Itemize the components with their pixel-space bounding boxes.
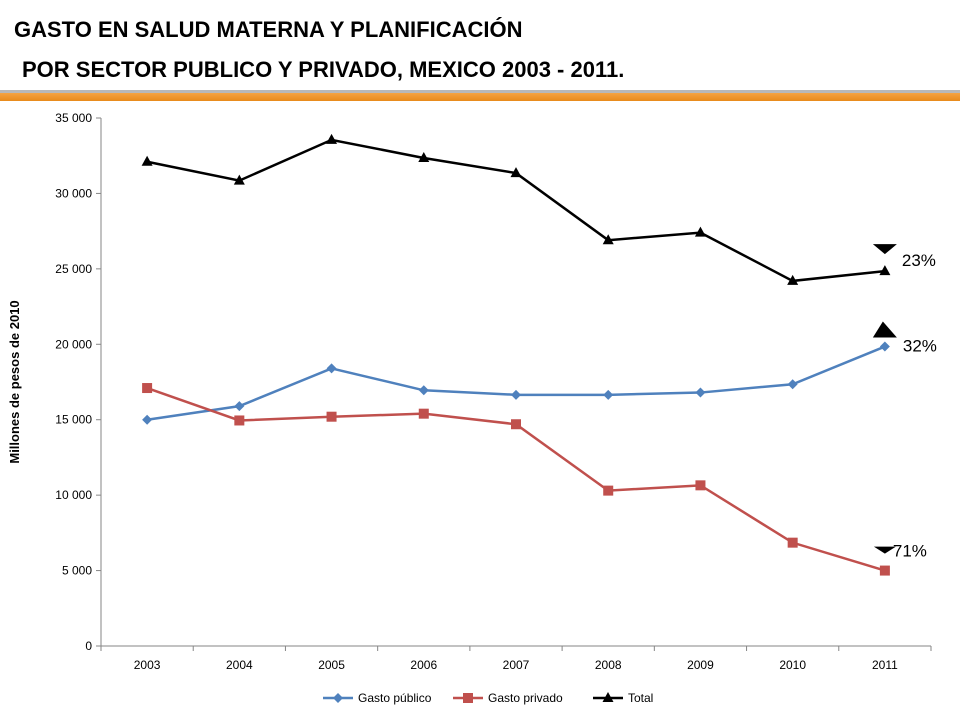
annotation-label: 71% bbox=[893, 542, 927, 561]
data-point-gasto-público bbox=[142, 414, 153, 425]
legend-marker bbox=[333, 693, 343, 703]
title-line-2: POR SECTOR PUBLICO Y PRIVADO, MEXICO 200… bbox=[22, 57, 625, 82]
title-line-1: GASTO EN SALUD MATERNA Y PLANIFICACIÓN bbox=[14, 17, 523, 42]
legend-marker bbox=[602, 692, 614, 702]
series-line-gasto-privado bbox=[146, 386, 886, 572]
data-point-gasto-privado bbox=[695, 480, 706, 491]
data-point-gasto-privado bbox=[511, 419, 521, 430]
annotation-label: 23% bbox=[902, 251, 936, 270]
data-point-total bbox=[510, 167, 522, 178]
data-point-total bbox=[141, 155, 153, 166]
data-point-gasto-público bbox=[511, 389, 521, 400]
data-point-total bbox=[233, 174, 245, 185]
y-tick-label: 20 000 bbox=[55, 337, 92, 351]
data-point-gasto-público bbox=[418, 385, 429, 396]
x-tick-label: 2003 bbox=[134, 658, 161, 672]
y-axis-title: Millones de pesos de 2010 bbox=[7, 300, 22, 463]
data-point-gasto-público bbox=[234, 401, 245, 412]
legend-label: Gasto público bbox=[358, 691, 432, 705]
x-tick-label: 2006 bbox=[410, 658, 437, 672]
series-line-total bbox=[146, 138, 886, 283]
y-tick-label: 10 000 bbox=[55, 488, 92, 502]
header-divider-orange bbox=[0, 93, 960, 101]
header-divider-gray bbox=[0, 90, 960, 93]
x-tick-label: 2005 bbox=[318, 658, 345, 672]
y-tick-label: 0 bbox=[85, 639, 92, 653]
y-tick-label: 5 000 bbox=[62, 564, 92, 578]
data-point-gasto-público bbox=[787, 379, 798, 390]
data-point-gasto-privado bbox=[418, 408, 429, 419]
annotation-arrow-down-icon bbox=[872, 244, 897, 255]
data-point-gasto-público bbox=[603, 389, 614, 400]
y-tick-label: 35 000 bbox=[55, 111, 92, 125]
data-point-gasto-público bbox=[326, 363, 337, 374]
x-tick-label: 2008 bbox=[595, 658, 622, 672]
legend-marker bbox=[463, 693, 473, 703]
x-tick-label: 2009 bbox=[687, 658, 714, 672]
data-point-total bbox=[787, 274, 799, 285]
data-point-gasto-privado bbox=[142, 383, 153, 394]
legend-label: Gasto privado bbox=[488, 691, 563, 705]
annotation-label: 32% bbox=[903, 337, 937, 356]
data-point-gasto-público bbox=[695, 387, 706, 398]
data-point-gasto-privado bbox=[603, 485, 614, 496]
data-point-gasto-privado bbox=[879, 565, 890, 576]
annotation-arrow-up-icon bbox=[872, 321, 897, 338]
data-point-total bbox=[326, 133, 338, 144]
line-chart: 0 5 000 10 000 15 000 20 000 25 000 30 000 35 0… bbox=[7, 111, 937, 705]
annotation-arrow-down-icon bbox=[873, 546, 896, 554]
x-tick-label: 2010 bbox=[779, 658, 806, 672]
data-point-total bbox=[694, 226, 706, 237]
data-point-total bbox=[879, 265, 891, 276]
data-point-gasto-público bbox=[879, 341, 890, 352]
legend-label: Total bbox=[628, 691, 653, 705]
y-tick-label: 30 000 bbox=[55, 186, 92, 200]
series-line-gasto-público bbox=[146, 345, 886, 421]
data-point-total bbox=[418, 151, 430, 162]
data-point-gasto-privado bbox=[234, 415, 245, 426]
page-title: GASTO EN SALUD MATERNA Y PLANIFICACIÓN P… bbox=[14, 10, 624, 90]
data-point-gasto-privado bbox=[326, 411, 337, 422]
x-tick-label: 2007 bbox=[503, 658, 530, 672]
x-tick-label: 2011 bbox=[872, 658, 898, 672]
y-tick-label: 15 000 bbox=[55, 413, 92, 427]
x-tick-label: 2004 bbox=[226, 658, 253, 672]
y-tick-label: 25 000 bbox=[55, 262, 92, 276]
data-point-total bbox=[602, 234, 614, 245]
data-point-gasto-privado bbox=[787, 537, 798, 548]
